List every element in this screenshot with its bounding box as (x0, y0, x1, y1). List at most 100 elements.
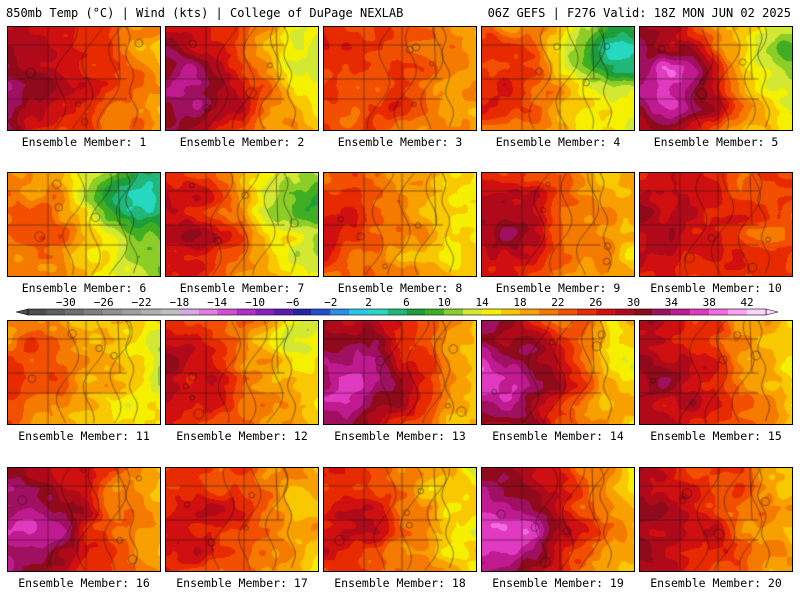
ensemble-member-map (7, 467, 161, 572)
ensemble-member-label: Ensemble Member: 19 (492, 576, 624, 590)
colorbar-bin (349, 309, 369, 315)
temperature-colorbar: −30 −26 −22 −18 −14 −10 −6 −2 2 6 10 14 18 22 26 30 34 38… (15, 297, 779, 316)
colorbar-bin (595, 309, 615, 315)
ensemble-member-label: Ensemble Member: 15 (650, 429, 782, 443)
ensemble-member-map (165, 320, 319, 425)
ensemble-member-map (481, 320, 635, 425)
colorbar-tick-label: −6 (286, 297, 299, 309)
ensemble-member-label: Ensemble Member: 5 (653, 135, 779, 149)
temperature-field (324, 321, 476, 424)
ensemble-member-map (7, 26, 161, 131)
colorbar-tick-label: 22 (551, 297, 564, 309)
ensemble-member-map (481, 172, 635, 277)
ensemble-member-map (323, 467, 477, 572)
ensemble-member-label: Ensemble Member: 10 (650, 281, 782, 295)
ensemble-member-label: Ensemble Member: 20 (650, 576, 782, 590)
ensemble-member-map (481, 26, 635, 131)
ensemble-member-label: Ensemble Member: 14 (492, 429, 624, 443)
colorbar-bin (198, 309, 218, 315)
colorbar-tick-label: 18 (513, 297, 526, 309)
colorbar-tick-label: −2 (324, 297, 337, 309)
ensemble-member-map (165, 26, 319, 131)
ensemble-member-map (639, 467, 793, 572)
colorbar-tick-label: 38 (703, 297, 716, 309)
colorbar-tick-label: 14 (476, 297, 490, 309)
colorbar-bin (652, 309, 672, 315)
temperature-field (8, 27, 160, 130)
ensemble-member-label: Ensemble Member: 9 (495, 281, 621, 295)
temperature-field (166, 27, 318, 130)
ensemble-member-label: Ensemble Member: 4 (495, 135, 621, 149)
colorbar-bin (255, 309, 274, 315)
ensemble-member-map (7, 172, 161, 277)
colorbar-bin (387, 309, 407, 315)
colorbar-tick-label: 6 (403, 297, 410, 309)
colorbar-bin (690, 309, 710, 315)
ensemble-member-label: Ensemble Member: 13 (334, 429, 466, 443)
colorbar-tick-label: −14 (207, 297, 227, 309)
colorbar-tick-label: −26 (94, 297, 114, 309)
colorbar-max-arrow (765, 308, 779, 316)
ensemble-member-map (323, 172, 477, 277)
temperature-field (640, 468, 792, 571)
ensemble-member-label: Ensemble Member: 12 (176, 429, 308, 443)
colorbar-min-arrow (15, 308, 29, 316)
colorbar-bin (671, 309, 691, 315)
temperature-field (324, 173, 476, 276)
colorbar-tick-label: 26 (589, 297, 602, 309)
temperature-field (324, 27, 476, 130)
ensemble-member-map (323, 26, 477, 131)
temperature-field (8, 321, 160, 424)
run-valid-time: 06Z GEFS | F276 Valid: 18Z MON JUN 02 20… (487, 6, 791, 20)
temperature-field (166, 173, 318, 276)
colorbar-tick-label: −10 (245, 297, 265, 309)
plot-title: 850mb Temp (°C) | Wind (kts) | College o… (6, 6, 404, 20)
temperature-field (8, 468, 160, 571)
colorbar-bin (330, 309, 350, 315)
colorbar-bin (444, 309, 464, 315)
ensemble-member-map (639, 26, 793, 131)
colorbar-tick-label: 34 (665, 297, 679, 309)
colorbar-bin (28, 309, 47, 315)
colorbar-bin (141, 309, 161, 315)
colorbar-bin (311, 309, 331, 315)
temperature-field (8, 173, 160, 276)
colorbar-bin (179, 309, 199, 315)
colorbar-bin (633, 309, 653, 315)
colorbar-bin (217, 309, 237, 315)
colorbar-outline (27, 308, 767, 316)
temperature-field (640, 27, 792, 130)
colorbar-bin (520, 309, 539, 315)
temperature-field (482, 468, 634, 571)
colorbar-tick-label: 10 (438, 297, 451, 309)
ensemble-member-label: Ensemble Member: 11 (18, 429, 150, 443)
ensemble-member-map (481, 467, 635, 572)
temperature-field (640, 173, 792, 276)
ensemble-member-map (7, 320, 161, 425)
ensemble-member-map (165, 172, 319, 277)
temperature-field (482, 321, 634, 424)
colorbar-bin (46, 309, 66, 315)
colorbar-bin (463, 309, 483, 315)
ensemble-member-label: Ensemble Member: 2 (179, 135, 305, 149)
ensemble-member-map (323, 320, 477, 425)
temperature-field (640, 321, 792, 424)
colorbar-bin (614, 309, 634, 315)
colorbar-bin (160, 309, 180, 315)
colorbar-bin (84, 309, 104, 315)
colorbar-bin (747, 309, 766, 315)
colorbar-tick-label: −22 (132, 297, 152, 309)
ensemble-member-label: Ensemble Member: 16 (18, 576, 150, 590)
ensemble-member-map (165, 467, 319, 572)
ensemble-member-label: Ensemble Member: 18 (334, 576, 466, 590)
colorbar-bin (65, 309, 85, 315)
colorbar-bin (576, 309, 596, 315)
ensemble-member-map (639, 320, 793, 425)
ensemble-member-label: Ensemble Member: 7 (179, 281, 305, 295)
colorbar-tick-label: −30 (56, 297, 76, 309)
colorbar-bin (368, 309, 388, 315)
temperature-field (482, 27, 634, 130)
colorbar-bin (236, 309, 256, 315)
ensemble-member-map (639, 172, 793, 277)
ensemble-member-label: Ensemble Member: 6 (21, 281, 147, 295)
